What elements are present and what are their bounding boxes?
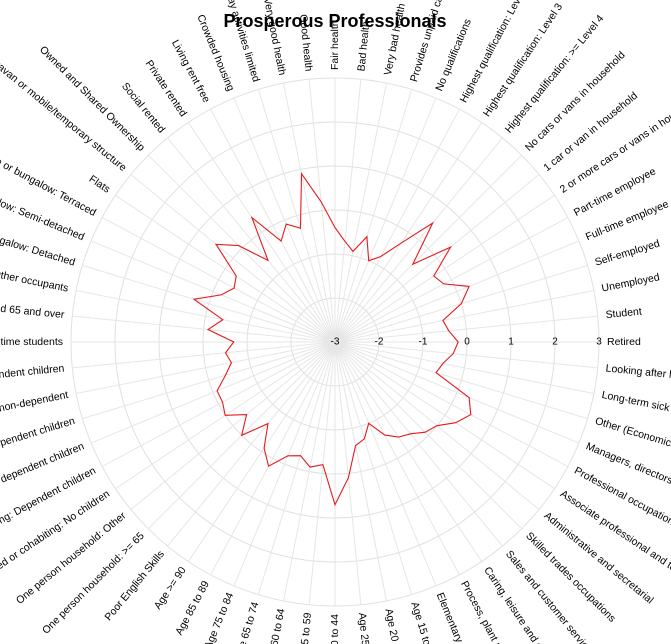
spoke [72,315,336,343]
spoke [334,290,595,343]
spoke [334,89,413,343]
spoke [334,217,569,343]
spoke [334,108,460,343]
spoke [167,341,336,547]
category-label: Unemployed [601,271,661,294]
spoke [334,341,580,444]
category-label: Other: With dependent children [0,362,65,388]
spoke [187,122,336,343]
category-label: Highest qualification: Level 3 [481,1,565,119]
spoke [334,341,569,467]
category-label: Age >= 90 [152,565,189,612]
spoke [90,341,336,444]
spoke [75,290,336,343]
spoke [334,341,598,369]
spoke [130,341,336,510]
spoke [167,137,336,343]
r-tick-label: 2 [552,337,558,348]
spoke [130,174,336,343]
spoke [334,122,483,343]
category-label: Looking after home or family [605,362,671,387]
radar-line [192,171,472,507]
spoke [334,341,437,587]
spoke [334,341,595,394]
spoke [334,341,523,530]
spoke [334,341,460,576]
category-label: Age 20 to 24 [382,608,405,644]
r-tick-label: 3 [596,337,602,348]
spoke [82,341,336,420]
spoke [334,341,362,605]
spoke [308,341,336,605]
spoke [334,174,540,343]
category-label: Self-employed [593,238,661,269]
r-tick-label: 1 [508,337,514,348]
spoke [334,240,580,343]
r-tick-label: -1 [419,337,428,348]
category-label: Other: All full-time students [0,336,63,348]
spoke [334,341,387,602]
r-tick-label: 0 [464,337,470,348]
category-label: Skilled trades occupations [523,530,618,625]
spoke [82,264,336,343]
spoke [115,194,336,343]
chart-title: Prosperous Professionals [223,11,446,31]
spoke [210,108,336,343]
spoke [283,82,336,343]
spoke [187,341,336,562]
spoke [334,341,413,595]
spoke [75,341,336,394]
spoke [233,97,336,343]
spoke [72,341,336,369]
category-label: Age 65 to 74 [233,600,262,644]
category-label: Flats [87,173,113,196]
spoke [334,341,588,420]
spoke [334,194,555,343]
spoke [257,89,336,343]
category-label: Other: All aged 65 and over [0,297,65,322]
category-label: Good health [297,14,315,72]
category-label: Student [605,306,642,321]
category-label: Fair health [329,20,341,70]
r-tick-label: -2 [375,337,384,348]
r-tick-label: -3 [331,337,340,348]
category-label: Age 60 to 64 [264,607,287,644]
spoke [334,341,555,490]
category-label: Age 85 to 89 [173,579,212,637]
spoke [334,154,523,343]
spoke [308,79,336,343]
category-label: Bad health [355,21,372,72]
category-label: Age 75 to 84 [202,591,236,644]
category-label: Other: Other occupants [0,262,69,295]
spoke [257,341,336,595]
spoke [90,240,336,343]
spoke [334,82,387,343]
category-label: Age 45 to 59 [296,612,314,644]
category-label: Age 25 to 29 [356,612,374,644]
spoke [283,341,336,602]
spoke [101,217,336,343]
spoke [334,341,503,547]
spoke [334,315,598,343]
spoke [334,97,437,343]
category-label: 1 car or van in household [541,90,640,174]
spoke [334,341,483,562]
category-label: Retired [607,336,641,348]
spoke [210,341,336,576]
spoke [233,341,336,587]
spoke [101,341,336,467]
spoke [334,79,362,343]
category-label: Age 15 to 19 [408,600,437,644]
category-label: Age 30 to 44 [329,614,341,644]
spoke [147,154,336,343]
spoke [334,137,503,343]
